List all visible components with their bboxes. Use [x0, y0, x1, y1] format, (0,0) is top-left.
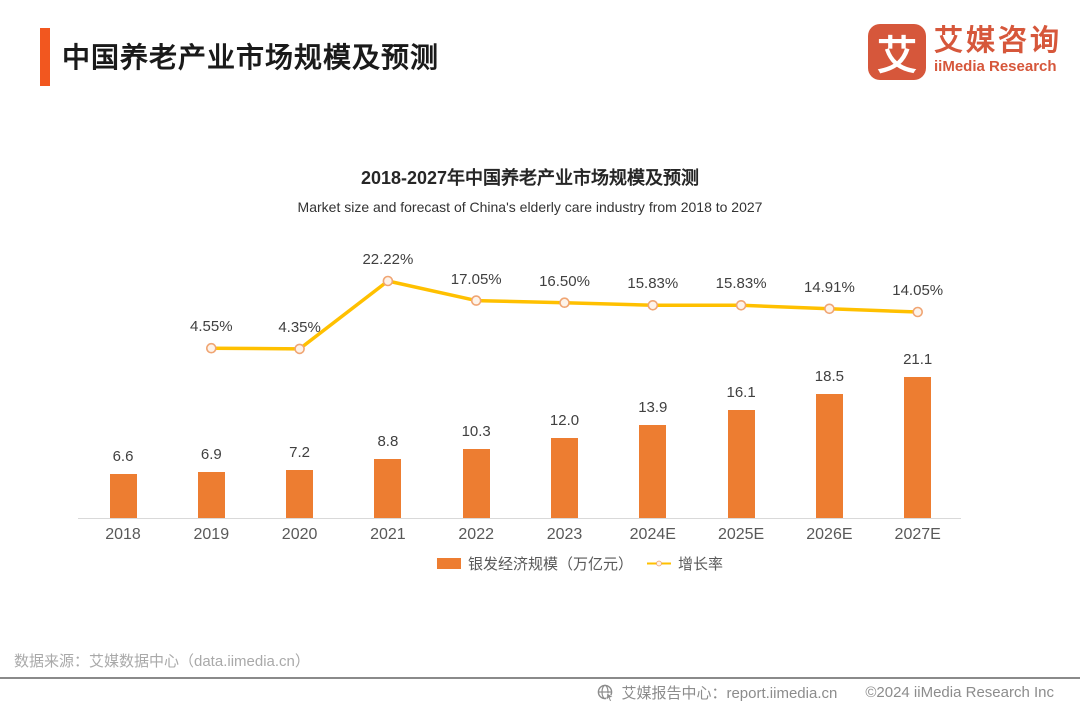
bar-2026E: [815, 394, 843, 518]
x-axis-label: 2025E: [717, 526, 765, 543]
growth-rate-label: 17.05%: [450, 270, 502, 288]
x-axis-label: 2020: [281, 526, 318, 543]
bar-2024E: [639, 424, 667, 518]
line-marker-icon: [735, 300, 747, 311]
chart-subtitle: Market size and forecast of China's elde…: [297, 199, 763, 215]
footer-divider: [0, 677, 1080, 679]
growth-rate-label: 15.83%: [715, 275, 767, 293]
growth-rate-label: 16.50%: [539, 272, 590, 290]
bar-2021: [374, 459, 402, 518]
bar-value-label: 16.1: [726, 384, 756, 402]
x-axis-label: 2018: [105, 526, 141, 543]
bar-value-label: 6.6: [112, 447, 134, 465]
logo-text: 艾媒咨询 iiMedia Research: [934, 24, 1062, 76]
report-center-text: 艾媒报告中心：report.iimedia.cn: [621, 685, 838, 702]
x-axis-label: 2024E: [629, 526, 676, 543]
footer-bar: 艾媒报告中心：report.iimedia.cn ©2024 iiMedia R…: [597, 682, 1054, 702]
legend-bar-label: 银发经济规模（万亿元）: [467, 556, 633, 573]
bar-2022: [462, 449, 490, 518]
page-title: 中国养老产业市场规模及预测: [62, 42, 440, 73]
bar-2025E: [727, 410, 755, 518]
growth-rate-line: [206, 275, 924, 355]
line-marker-icon: [647, 300, 659, 311]
bar-value-label: 10.3: [461, 423, 491, 440]
chart-title: 2018-2027年中国养老产业市场规模及预测: [360, 168, 700, 188]
growth-rate-label: 4.35%: [278, 318, 321, 336]
line-series-marker-icon: [647, 560, 671, 567]
bar-2018: [109, 473, 137, 518]
globe-cursor-icon: [598, 684, 615, 702]
bar-value-label: 21.1: [903, 350, 933, 368]
bar-value-label: 6.9: [200, 445, 222, 463]
iimedia-logo: 艾 艾媒咨询 iiMedia Research: [867, 24, 1062, 80]
iimedia-logo-icon: 艾: [867, 24, 926, 80]
growth-rate-label: 22.22%: [362, 251, 414, 268]
bar-2027E: [904, 376, 932, 518]
line-marker-icon: [912, 306, 924, 318]
growth-rate-label: 4.55%: [190, 318, 233, 336]
bar-value-label: 13.9: [638, 398, 668, 416]
chart-legend: 银发经济规模（万亿元） 增长率: [436, 553, 723, 574]
growth-rate-label: 14.05%: [892, 282, 944, 299]
x-axis-label: 2022: [458, 526, 494, 543]
line-marker-icon: [206, 342, 217, 354]
bar-2020: [286, 469, 314, 518]
bar-value-label: 18.5: [814, 368, 844, 386]
growth-rate-label: 15.83%: [627, 275, 679, 293]
legend-item-line-series: 增长率: [647, 553, 723, 574]
x-axis-label: 2023: [546, 526, 583, 543]
title-accent-bar: [40, 28, 50, 86]
report-center-link: 艾媒报告中心：report.iimedia.cn: [597, 682, 837, 702]
copyright-text: ©2024 iiMedia Research Inc: [865, 684, 1054, 701]
x-axis-label: 2026E: [806, 526, 853, 543]
line-marker-icon: [559, 297, 570, 309]
data-source-note: 数据来源：艾媒数据中心（data.iimedia.cn）: [14, 653, 310, 670]
legend-item-bar-series: 银发经济规模（万亿元）: [436, 553, 633, 574]
x-axis-label: 2027E: [894, 526, 941, 543]
bar-value-label: 8.8: [377, 433, 399, 450]
legend-line-label: 增长率: [678, 556, 724, 573]
bar-value-label: 12.0: [549, 411, 580, 429]
bar-2019: [197, 471, 225, 518]
chart-plot-area: 6.6 2018 6.9 2019 4.55% 7.2 2020 4.35% 8.8 2021 22…: [78, 240, 961, 543]
logo-brand-cn: 艾媒咨询: [933, 25, 1062, 57]
bar-value-label: 7.2: [289, 443, 311, 461]
line-marker-icon: [470, 295, 482, 306]
bar-series-swatch-icon: [436, 558, 461, 569]
line-marker-icon: [824, 303, 835, 315]
x-axis-label: 2021: [370, 526, 406, 543]
x-axis-label: 2019: [193, 526, 230, 543]
line-marker-icon: [294, 343, 305, 355]
line-marker-icon: [382, 275, 394, 287]
bar-2023: [551, 437, 578, 518]
logo-brand-en: iiMedia Research: [933, 58, 1057, 75]
growth-rate-label: 14.91%: [803, 278, 855, 296]
